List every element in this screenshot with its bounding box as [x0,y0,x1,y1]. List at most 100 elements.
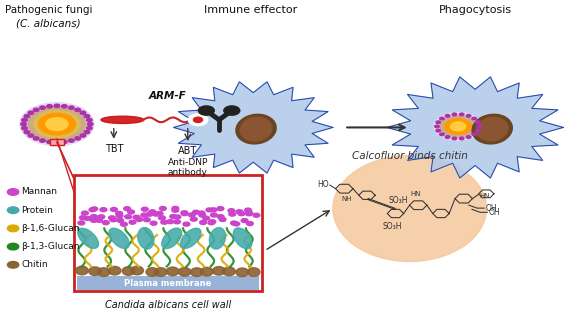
Ellipse shape [122,267,135,275]
Circle shape [170,214,176,218]
Circle shape [459,137,464,140]
Circle shape [110,218,117,222]
Ellipse shape [162,228,182,249]
Text: Plasma membrane: Plasma membrane [124,278,212,288]
Circle shape [159,216,166,220]
Circle shape [219,217,226,221]
Circle shape [80,134,86,137]
Ellipse shape [223,267,236,276]
Circle shape [136,217,143,221]
Circle shape [199,213,206,217]
Circle shape [80,216,86,220]
Circle shape [229,212,236,216]
Circle shape [451,122,465,131]
Circle shape [150,221,157,225]
Circle shape [121,222,127,226]
Circle shape [7,207,19,213]
Circle shape [34,111,80,138]
Ellipse shape [472,114,512,144]
Circle shape [172,207,179,211]
Circle shape [199,106,215,115]
Circle shape [90,218,97,222]
Circle shape [246,212,253,216]
Circle shape [68,106,74,109]
Polygon shape [387,77,563,178]
Text: ARM-F: ARM-F [149,91,187,101]
Text: SO₃H: SO₃H [383,222,402,231]
Circle shape [436,129,440,132]
Ellipse shape [108,266,121,275]
Ellipse shape [240,117,272,141]
Circle shape [200,220,207,224]
Text: Anti-DNP
antibody: Anti-DNP antibody [168,158,208,177]
Circle shape [182,212,188,215]
Circle shape [236,210,243,214]
Circle shape [472,117,476,120]
Circle shape [440,116,476,137]
Circle shape [75,108,80,112]
Circle shape [152,212,159,216]
Circle shape [452,137,457,140]
Circle shape [211,213,217,217]
Text: Chitin: Chitin [21,260,48,269]
Circle shape [452,113,457,116]
Circle shape [246,221,253,225]
Ellipse shape [213,266,225,275]
Circle shape [84,216,91,220]
Ellipse shape [333,156,486,261]
Circle shape [203,216,209,220]
Text: Phagocytosis: Phagocytosis [439,5,512,15]
Circle shape [224,106,240,115]
Circle shape [206,208,213,212]
Text: TBT: TBT [105,144,123,154]
Circle shape [24,115,30,118]
Circle shape [466,136,471,138]
Circle shape [143,218,150,222]
Circle shape [217,215,224,219]
Circle shape [47,140,52,144]
Circle shape [125,215,131,219]
Text: OH: OH [485,204,497,213]
Circle shape [435,125,439,128]
Ellipse shape [233,228,252,249]
Ellipse shape [166,267,179,276]
Ellipse shape [178,267,191,276]
Circle shape [183,222,190,226]
Circle shape [80,111,86,115]
Circle shape [7,189,19,195]
Circle shape [198,211,205,215]
Circle shape [109,216,116,220]
Ellipse shape [109,228,129,249]
Circle shape [133,215,140,219]
Text: Calcofluor binds chitin: Calcofluor binds chitin [352,151,468,161]
Circle shape [192,210,199,214]
Circle shape [84,130,90,134]
Text: Protein: Protein [21,206,53,215]
Circle shape [116,214,123,218]
Text: (C. albicans): (C. albicans) [16,18,81,28]
Circle shape [466,115,471,117]
Text: NH: NH [342,196,352,202]
Circle shape [7,225,19,232]
Bar [77,276,259,290]
Circle shape [81,211,88,215]
Circle shape [233,222,240,226]
Circle shape [174,215,181,219]
Circle shape [123,207,130,211]
Circle shape [21,122,26,126]
Text: HO: HO [318,180,329,189]
Circle shape [217,207,224,211]
Circle shape [129,220,136,224]
Text: Immune effector: Immune effector [204,5,297,15]
Circle shape [39,113,75,135]
Circle shape [61,140,67,144]
Circle shape [149,210,156,214]
Circle shape [246,211,253,215]
Ellipse shape [154,268,167,276]
Circle shape [445,119,471,134]
Text: Mannan: Mannan [21,187,57,197]
Circle shape [127,210,134,214]
Circle shape [84,115,90,118]
Circle shape [440,117,444,120]
Circle shape [68,139,74,142]
